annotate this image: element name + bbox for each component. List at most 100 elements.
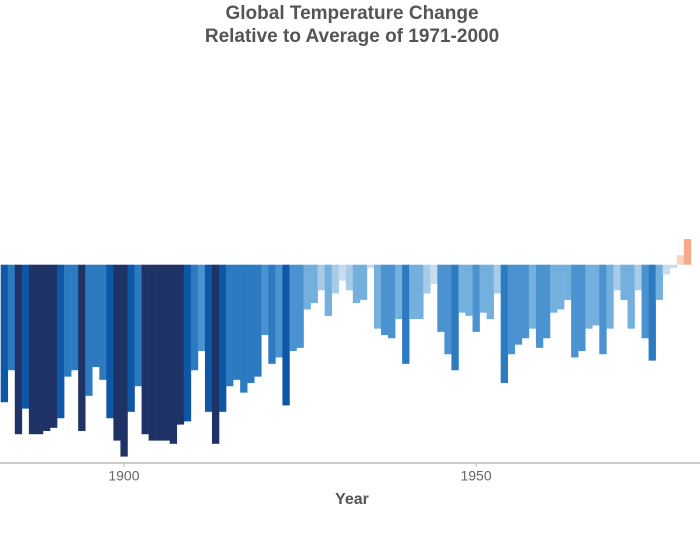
bar [113,264,121,441]
bar [479,264,487,313]
bar [507,264,516,355]
bar [585,264,593,329]
bar [627,264,635,329]
bar [78,264,86,432]
bar [331,264,340,294]
bar [21,264,30,409]
bar [141,264,149,435]
bar [676,255,685,265]
bar [28,264,37,435]
bar [183,264,192,422]
bar [409,264,417,320]
bar [528,264,537,329]
bar [352,264,361,304]
bar [634,264,642,291]
x-tick-label: 1900 [108,468,139,484]
bar [458,264,466,313]
bar [7,264,16,371]
bar [204,264,213,412]
bar [620,264,628,300]
bar [120,264,128,457]
bar [169,264,178,444]
bar [535,264,544,348]
bar [162,264,171,441]
bar [430,264,438,284]
bar [275,264,283,358]
bar [402,264,410,364]
bar [310,264,318,304]
bar [599,264,607,355]
bar [444,264,452,355]
bar [437,264,445,332]
bar [85,264,93,396]
bar [557,264,565,310]
bar [71,264,79,371]
bar [148,264,156,441]
bar [380,264,389,336]
bar [578,264,586,352]
bar [486,264,494,320]
bar [613,264,621,291]
bar [35,264,44,435]
bar [423,264,431,294]
bar [655,264,663,300]
bar [57,264,65,419]
bar [99,264,107,380]
bar [268,264,276,364]
bar [451,264,459,371]
bar [542,264,551,339]
bar [0,264,9,403]
chart-subtitle: Relative to Average of 1971-2000 [205,26,499,47]
bar [254,264,262,377]
bar [669,264,678,268]
bar [571,264,579,358]
bar [176,264,185,425]
bar [14,264,23,435]
bar [127,264,135,412]
bar [211,264,220,444]
x-tick-label: 1950 [460,468,491,484]
bar [106,264,114,419]
bar [324,264,332,316]
bar [289,264,297,352]
bar [233,264,241,380]
bar [50,264,58,428]
bar [190,264,199,371]
bar [303,264,311,310]
bar [240,264,248,393]
bar [42,264,51,432]
bar [373,264,382,329]
x-axis-label: Year [335,491,369,508]
bar [345,264,354,291]
bar [197,264,206,352]
bar [521,264,530,339]
bar [606,264,614,329]
bar [683,239,692,265]
bar [416,264,424,320]
bar [226,264,234,387]
bar [472,264,480,332]
bar [514,264,523,345]
bar [64,264,72,377]
bar [550,264,558,313]
bar [592,264,600,326]
chart-title: Global Temperature Change [225,3,478,24]
bar [359,264,368,300]
bar [564,264,572,300]
bar [134,264,142,387]
bar [282,264,290,406]
bar [662,264,671,275]
bar [388,264,396,339]
bar [247,264,255,384]
bar [317,264,325,291]
bar [500,264,509,384]
bar [296,264,304,348]
bar [465,264,473,316]
bar [493,264,502,294]
bar [219,264,227,412]
bar [261,264,269,336]
bar [395,264,403,320]
bar [92,264,100,368]
bar [648,264,656,361]
